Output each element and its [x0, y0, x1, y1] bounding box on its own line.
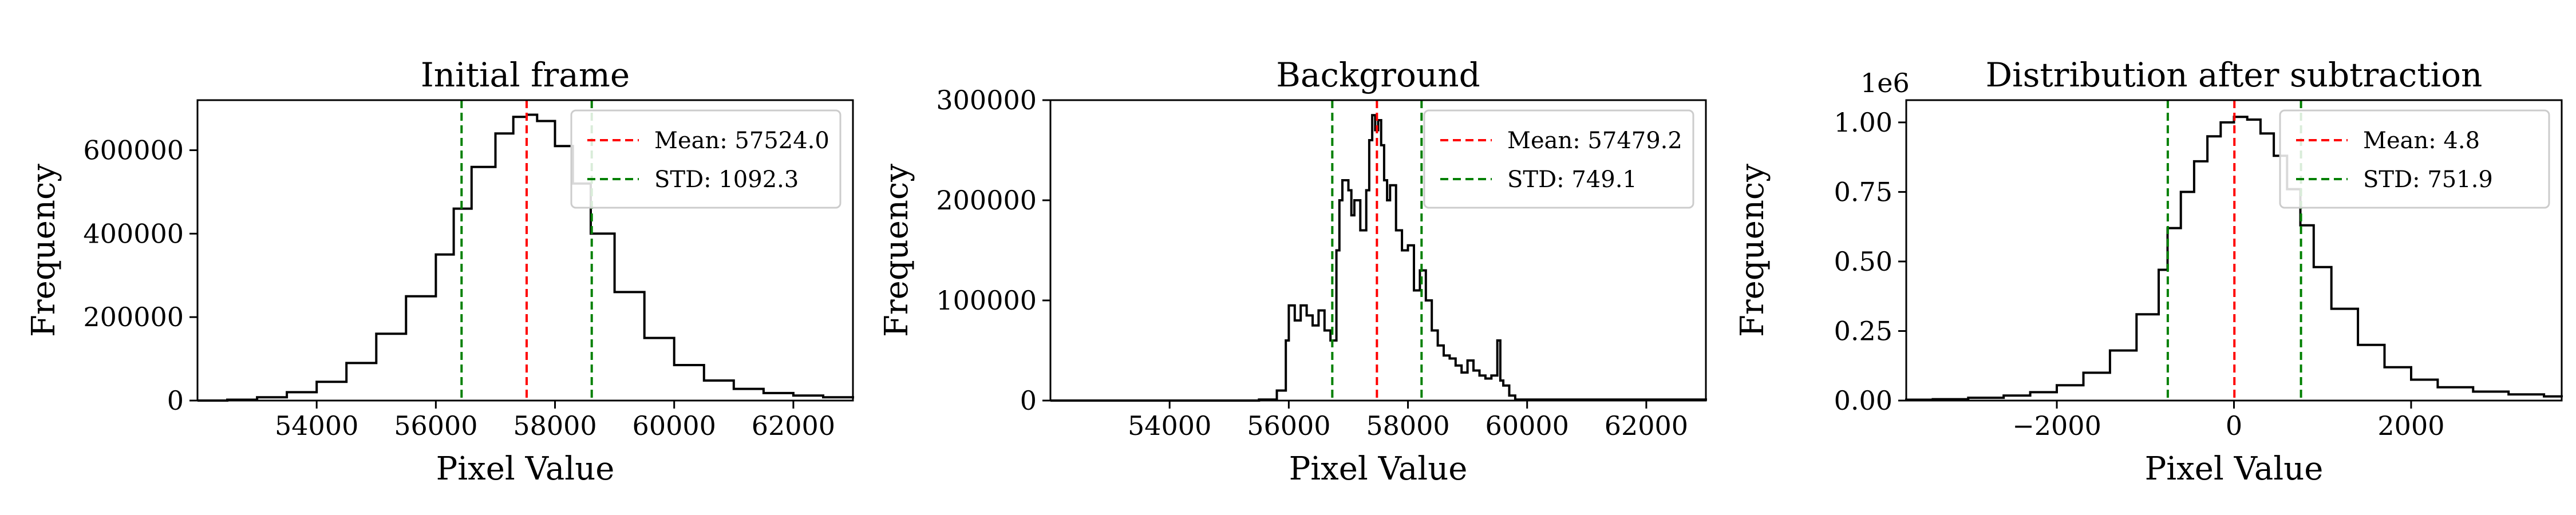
legend-entry: Mean: 57479.2 — [1507, 128, 1682, 154]
x-axis-label: Pixel Value — [1289, 450, 1468, 488]
legend-box — [1423, 109, 1694, 209]
axes-frame — [196, 99, 854, 402]
y-axis-label: Frequency — [25, 164, 62, 337]
histogram-step-line — [1050, 114, 1707, 402]
y-tick-label: 1.00 — [1834, 107, 1893, 138]
chart-title: Initial frame — [421, 56, 630, 94]
x-tick-label: 54000 — [275, 410, 358, 441]
y-tick-label: 200000 — [936, 185, 1037, 216]
y-axis-label: Frequency — [1734, 164, 1771, 337]
legend-entry: STD: 751.9 — [2363, 167, 2493, 193]
legend: Mean: 57479.2 STD: 749.1 — [1423, 109, 1694, 209]
legend-box — [570, 109, 841, 209]
legend-entry: Mean: 57524.0 — [654, 128, 829, 154]
legend: Mean: 57524.0 STD: 1092.3 — [570, 109, 841, 209]
x-tick-label: 56000 — [1247, 410, 1330, 441]
y-tick-label: 0.25 — [1834, 315, 1893, 346]
chart-title: Distribution after subtraction — [1986, 56, 2483, 94]
x-tick-label: 60000 — [633, 410, 716, 441]
y-tick-label: 400000 — [83, 218, 184, 249]
y-tick-label: 0.50 — [1834, 246, 1893, 277]
y-tick-label: 0.75 — [1834, 176, 1893, 207]
legend-box — [2279, 109, 2550, 209]
x-tick-label: 60000 — [1485, 410, 1569, 441]
chart-panel-2: 54000 56000 58000 60000 62000 0 100000 200000 30… — [878, 56, 1707, 488]
x-tick-label: 62000 — [752, 410, 835, 441]
chart-panel-1: 54000 56000 58000 60000 62000 0 200000 400000 60… — [25, 56, 854, 488]
x-axis-label: Pixel Value — [2145, 450, 2324, 488]
legend-entry: STD: 749.1 — [1507, 167, 1637, 193]
x-tick-label: 54000 — [1128, 410, 1211, 441]
y-offset-label: 1e6 — [1860, 68, 1910, 98]
x-tick-label: −2000 — [2012, 410, 2101, 441]
y-tick-label: 100000 — [936, 285, 1037, 316]
y-tick-label: 0 — [167, 385, 184, 416]
x-tick-label: 2000 — [2377, 410, 2444, 441]
y-tick-label: 0 — [1020, 385, 1037, 416]
y-tick-label: 200000 — [83, 302, 184, 332]
legend-entry: Mean: 4.8 — [2363, 128, 2480, 154]
y-tick-label: 0.00 — [1834, 385, 1893, 416]
x-tick-label: 58000 — [1366, 410, 1449, 441]
axes-frame — [1049, 99, 1707, 402]
y-tick-label: 600000 — [83, 135, 184, 166]
y-axis-label: Frequency — [878, 164, 915, 337]
chart-title: Background — [1276, 56, 1480, 94]
chart-panel-3: −2000 0 2000 0.00 0.25 0.50 0.75 1.00 1e6 Distrib… — [1734, 56, 2563, 488]
x-tick-label: 56000 — [394, 410, 477, 441]
legend: Mean: 4.8 STD: 751.9 — [2279, 109, 2550, 209]
legend-entry: STD: 1092.3 — [654, 167, 799, 193]
x-tick-label: 58000 — [513, 410, 596, 441]
x-tick-label: 0 — [2226, 410, 2242, 441]
y-tick-label: 300000 — [936, 85, 1037, 116]
x-axis-label: Pixel Value — [436, 450, 615, 488]
x-tick-label: 62000 — [1605, 410, 1688, 441]
